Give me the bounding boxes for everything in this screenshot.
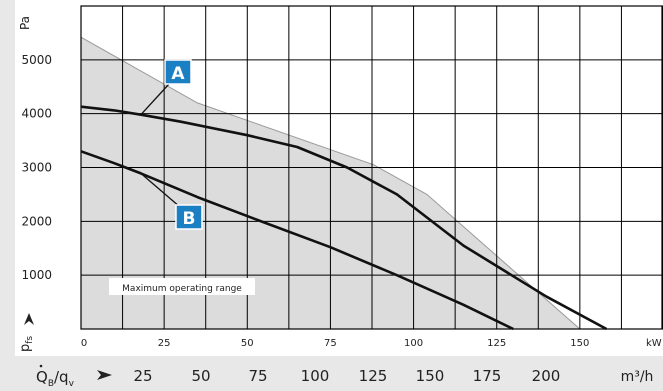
- curve-b: [80, 150, 514, 331]
- flow-tick-label: 75: [248, 367, 267, 385]
- flow-axis-band: [0, 356, 663, 391]
- flow-tick-label: 175: [473, 367, 502, 385]
- flow-tick-label: 25: [133, 367, 152, 385]
- y-tick-label: 3000: [21, 161, 52, 175]
- flow-axis-label: QB/qv: [36, 368, 75, 389]
- plot-frame: [80, 5, 663, 330]
- x-tick-label: 25: [158, 338, 171, 349]
- y-tick-label: 1000: [21, 268, 52, 282]
- operating-range-edge: [80, 36, 581, 330]
- curve-b-badge-label: B: [183, 209, 196, 229]
- left-axis-band: [0, 0, 15, 356]
- operating-range-label-box: [109, 278, 255, 295]
- x-tick-label: 50: [241, 338, 254, 349]
- x-tick-label: 125: [487, 338, 506, 349]
- y-tick-label: 5000: [21, 53, 52, 67]
- y-axis-label-text: pfs: [18, 336, 35, 352]
- flow-tick-label: 125: [359, 367, 388, 385]
- flow-axis-unit: m³/h: [621, 369, 654, 385]
- x-tick-label: 150: [570, 338, 589, 349]
- y-tick-label: 4000: [21, 107, 52, 121]
- flow-dot-accent: [39, 364, 43, 368]
- curve-a-leader: [140, 83, 170, 116]
- curve-a-badge-label: A: [171, 64, 185, 84]
- x-tick-label: 75: [324, 338, 337, 349]
- curve-b-leader: [140, 172, 181, 208]
- flow-tick-label: 150: [416, 367, 445, 385]
- curve-b-badge: [175, 204, 203, 230]
- y-axis-unit: Pa: [18, 16, 32, 30]
- flow-tick-label: 50: [191, 367, 210, 385]
- y-axis-label: pfs: [18, 336, 35, 352]
- flow-tick-label: 100: [301, 367, 330, 385]
- y-axis-arrow-icon: [24, 313, 34, 325]
- curve-a-badge: [164, 59, 192, 85]
- operating-range-label: Maximum operating range: [122, 284, 242, 294]
- x-axis-unit: kW: [646, 338, 662, 349]
- x-tick-label: 0: [81, 338, 87, 349]
- flow-axis-arrow-icon: [97, 370, 112, 380]
- y-tick-label: 2000: [21, 214, 52, 228]
- flow-tick-label: 200: [532, 367, 561, 385]
- curve-a: [80, 105, 608, 331]
- x-tick-label: 100: [404, 338, 423, 349]
